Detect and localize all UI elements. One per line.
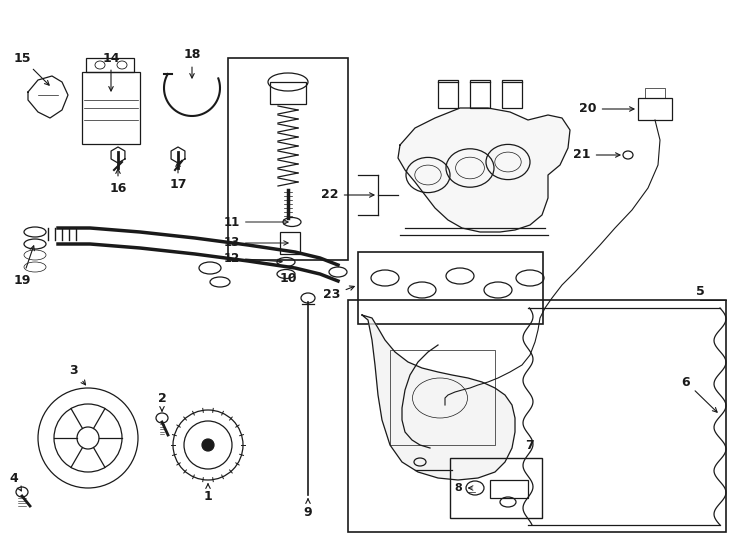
Text: 11: 11 xyxy=(224,215,288,228)
Bar xyxy=(280,232,300,254)
Bar xyxy=(638,98,672,120)
Text: 3: 3 xyxy=(70,363,86,385)
Text: 15: 15 xyxy=(13,51,49,85)
Bar xyxy=(645,88,665,98)
Bar xyxy=(86,58,134,72)
Text: 22: 22 xyxy=(321,188,374,201)
Text: 18: 18 xyxy=(184,49,200,78)
Bar xyxy=(270,82,306,104)
Bar xyxy=(390,350,495,445)
Text: 17: 17 xyxy=(170,162,186,192)
Text: 5: 5 xyxy=(696,285,705,298)
Text: 6: 6 xyxy=(682,375,717,412)
Text: 14: 14 xyxy=(102,51,120,91)
Bar xyxy=(348,300,726,532)
Text: 12: 12 xyxy=(224,252,282,265)
Text: 4: 4 xyxy=(10,471,21,491)
Bar xyxy=(470,80,490,108)
Text: 8: 8 xyxy=(454,483,473,493)
Bar xyxy=(438,80,458,108)
Bar xyxy=(358,252,543,324)
Polygon shape xyxy=(398,108,570,232)
Ellipse shape xyxy=(202,439,214,451)
Bar xyxy=(228,58,348,260)
Text: 23: 23 xyxy=(323,286,355,301)
Bar xyxy=(502,80,522,108)
Text: 1: 1 xyxy=(203,484,212,503)
Text: 20: 20 xyxy=(579,103,634,116)
Text: 21: 21 xyxy=(573,148,620,161)
Text: 2: 2 xyxy=(158,392,167,411)
Text: 16: 16 xyxy=(109,169,127,194)
Text: 13: 13 xyxy=(224,237,288,249)
Text: 9: 9 xyxy=(304,499,312,518)
Text: 10: 10 xyxy=(279,272,297,285)
Text: 19: 19 xyxy=(13,246,34,287)
Bar xyxy=(82,72,140,144)
Text: 7: 7 xyxy=(526,439,534,452)
Bar xyxy=(450,458,542,518)
Bar xyxy=(490,480,528,498)
Polygon shape xyxy=(362,315,515,480)
